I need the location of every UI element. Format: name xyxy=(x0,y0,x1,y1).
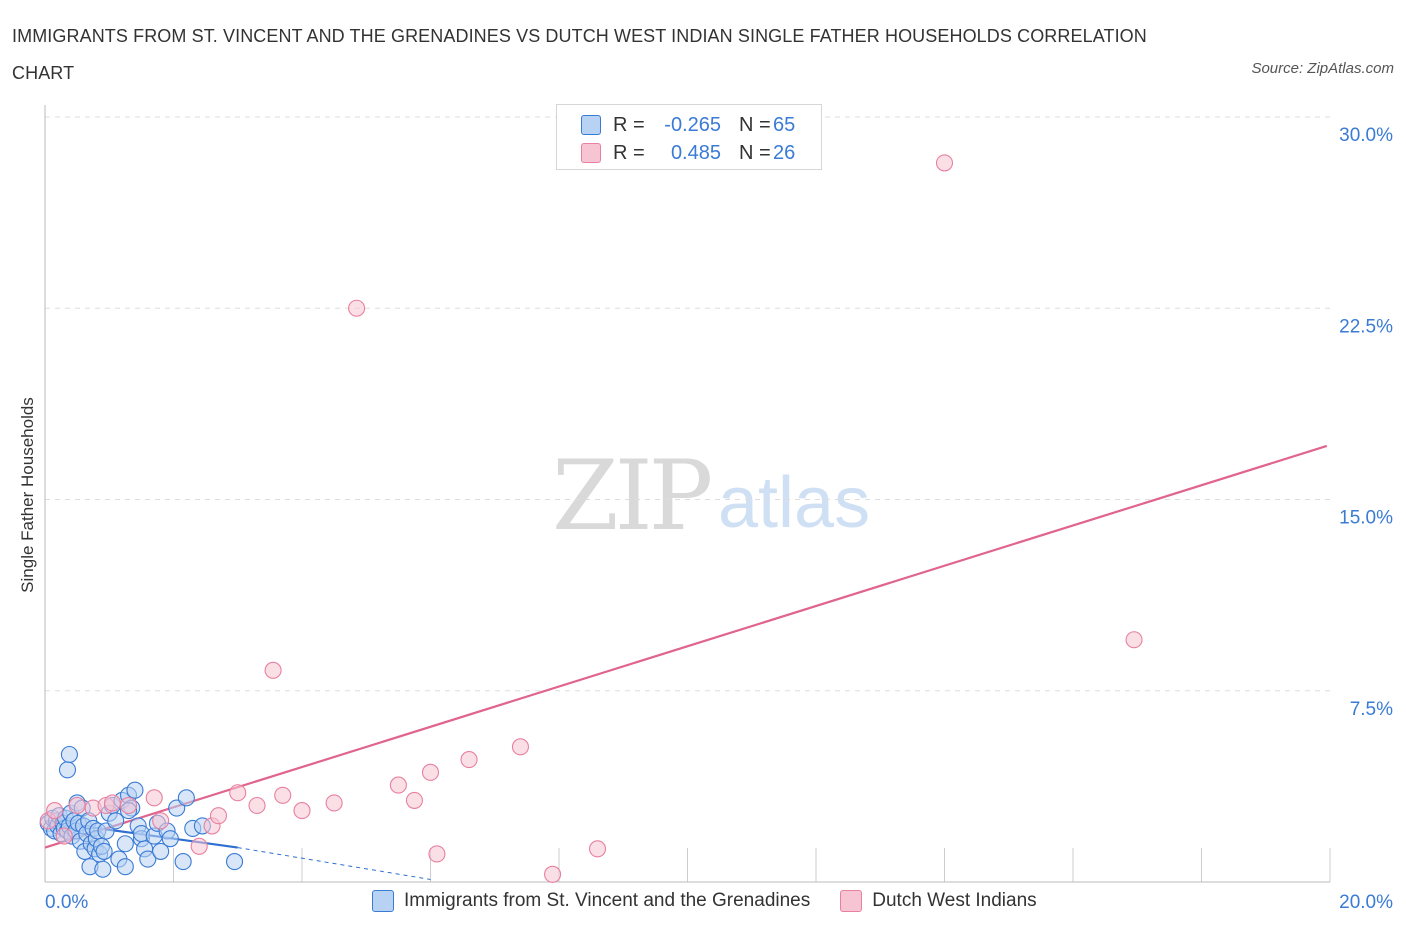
legend-row-pink: R = 0.485 N = 26 xyxy=(581,140,795,166)
source-label: Source: ZipAtlas.com xyxy=(1251,60,1394,77)
blue-swatch-icon xyxy=(372,890,394,912)
point-dutch-west-indians xyxy=(264,661,282,679)
legend-item-dutch-west-indians[interactable]: Dutch West Indians xyxy=(840,890,1037,912)
watermark-zip: ZIP xyxy=(552,440,713,552)
r-value: -0.265 xyxy=(664,113,721,136)
point-dutch-west-indians xyxy=(588,840,607,858)
data-points xyxy=(39,154,1143,883)
point-immigrants xyxy=(126,781,144,799)
x-tick-label: 20.0% xyxy=(1339,892,1393,913)
point-immigrants xyxy=(107,812,125,830)
legend-row-blue: R = -0.265 N = 65 xyxy=(581,112,795,138)
y-tick-label: 15.0% xyxy=(1339,508,1393,529)
point-dutch-west-indians xyxy=(190,837,208,855)
point-immigrants xyxy=(174,853,192,871)
point-immigrants xyxy=(161,830,179,848)
point-immigrants xyxy=(94,860,112,878)
point-immigrants xyxy=(116,835,134,853)
point-immigrants xyxy=(60,745,78,764)
r-label: R = xyxy=(613,141,645,164)
point-dutch-west-indians xyxy=(55,827,73,845)
point-dutch-west-indians xyxy=(103,794,122,812)
n-label: N = xyxy=(739,141,771,164)
y-tick-label: 30.0% xyxy=(1339,125,1393,146)
point-immigrants xyxy=(95,842,113,860)
point-dutch-west-indians xyxy=(293,802,311,820)
point-dutch-west-indians xyxy=(421,763,440,781)
point-dutch-west-indians xyxy=(68,796,86,815)
point-dutch-west-indians xyxy=(46,802,64,820)
point-immigrants xyxy=(225,853,244,871)
point-dutch-west-indians xyxy=(119,796,138,815)
point-dutch-west-indians xyxy=(325,794,343,812)
legend-label: Dutch West Indians xyxy=(872,890,1037,911)
point-dutch-west-indians xyxy=(229,784,247,802)
point-dutch-west-indians xyxy=(152,812,170,830)
y-tick-label: 7.5% xyxy=(1350,699,1393,720)
chart-title: IMMIGRANTS FROM ST. VINCENT AND THE GREN… xyxy=(12,26,1147,83)
legend-item-immigrants[interactable]: Immigrants from St. Vincent and the Gren… xyxy=(372,890,810,912)
point-dutch-west-indians xyxy=(209,807,228,825)
blue-swatch-icon xyxy=(581,115,601,135)
legend-label: Immigrants from St. Vincent and the Gren… xyxy=(404,890,811,911)
point-dutch-west-indians xyxy=(389,776,407,794)
n-value: 65 xyxy=(773,113,796,136)
point-dutch-west-indians xyxy=(1125,631,1143,649)
point-dutch-west-indians xyxy=(348,299,366,317)
point-dutch-west-indians xyxy=(935,154,954,172)
point-dutch-west-indians xyxy=(274,786,292,804)
correlation-legend: R = -0.265 N = 65 R = 0.485 N = 26 xyxy=(556,104,822,170)
point-dutch-west-indians xyxy=(511,738,530,756)
point-dutch-west-indians xyxy=(145,789,163,807)
point-dutch-west-indians xyxy=(428,845,446,863)
point-dutch-west-indians xyxy=(460,751,478,769)
y-tick-label: 22.5% xyxy=(1339,316,1393,337)
point-immigrants xyxy=(152,842,170,860)
point-immigrants xyxy=(139,850,157,868)
tick-labels: 7.5% 15.0% 22.5% 30.0% 0.0% 20.0% xyxy=(45,125,1393,913)
r-label: R = xyxy=(613,113,645,136)
point-immigrants xyxy=(177,789,195,807)
pink-swatch-icon xyxy=(581,143,601,163)
point-immigrants xyxy=(58,761,77,779)
r-value: 0.485 xyxy=(670,141,721,164)
point-immigrants xyxy=(116,858,134,876)
grid-lines xyxy=(45,116,1331,882)
n-label: N = xyxy=(739,113,771,136)
n-value: 26 xyxy=(773,141,796,164)
trendline-dutch-west-indians xyxy=(44,444,1328,849)
trend-lines xyxy=(44,444,1328,880)
point-dutch-west-indians xyxy=(405,791,423,809)
x-tick-label: 0.0% xyxy=(45,892,88,913)
watermark-atlas: atlas xyxy=(718,463,871,543)
axes xyxy=(44,105,1330,883)
point-dutch-west-indians xyxy=(544,865,562,883)
pink-swatch-icon xyxy=(840,890,863,912)
series-legend: Immigrants from St. Vincent and the Gren… xyxy=(372,890,1067,912)
trendline-immigrants-extension xyxy=(237,847,431,880)
point-dutch-west-indians xyxy=(248,796,266,815)
